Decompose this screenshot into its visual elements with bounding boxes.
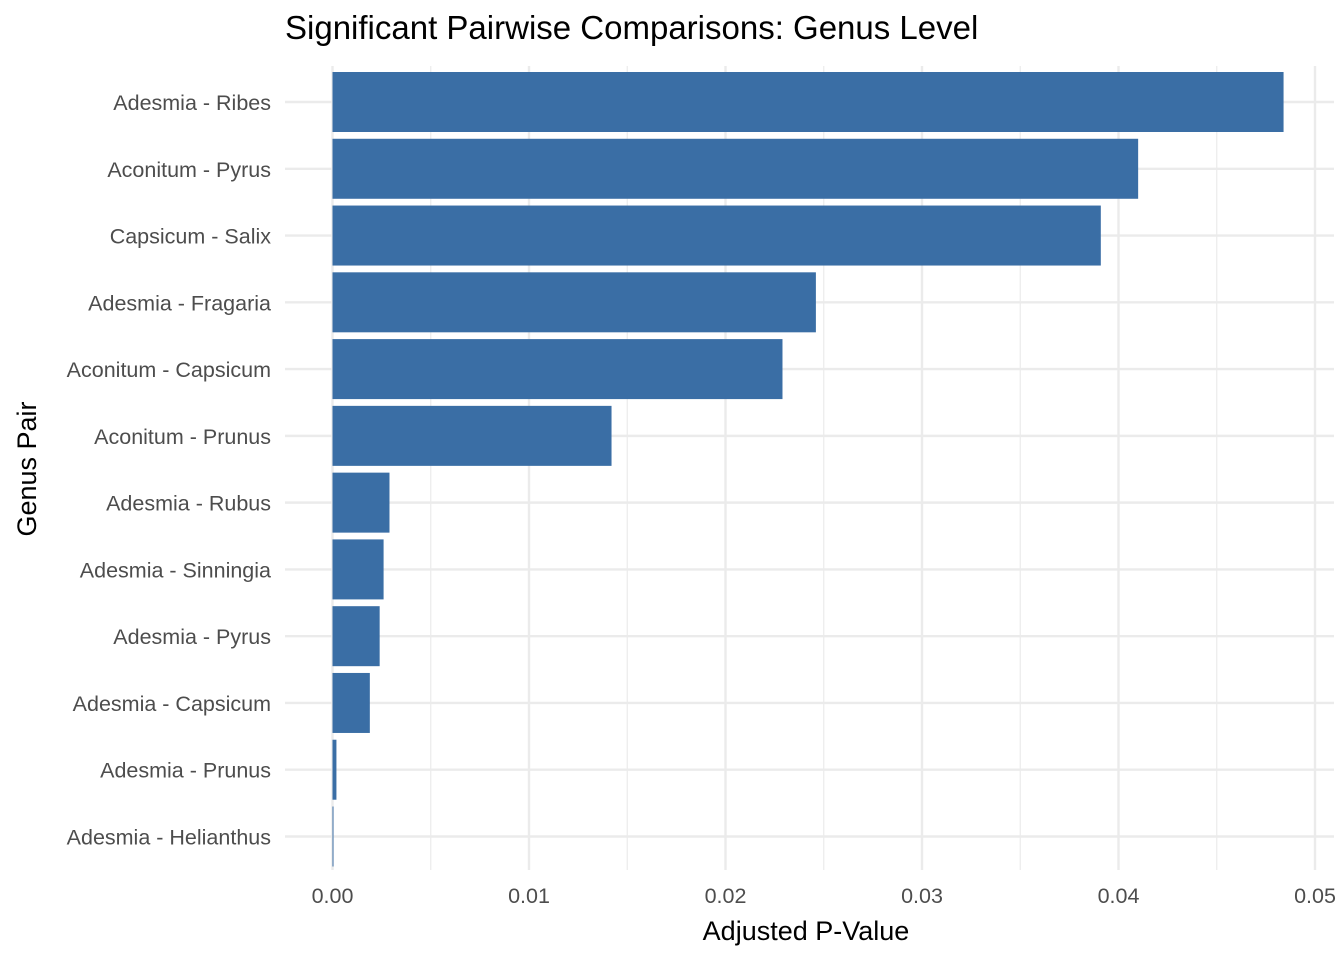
x-tick-label: 0.01: [508, 884, 550, 908]
y-tick-label: Aconitum - Pyrus: [107, 158, 271, 182]
chart-title: Significant Pairwise Comparisons: Genus …: [285, 9, 978, 46]
bar: [332, 539, 384, 600]
bar: [332, 806, 334, 867]
x-tick-labels: 0.00 0.01 0.02 0.03 0.04 0.05: [312, 884, 1336, 908]
bar: [332, 272, 816, 333]
y-tick-label: Aconitum - Capsicum: [67, 358, 271, 382]
y-tick-labels: Adesmia - Ribes Aconitum - Pyrus Capsicum …: [67, 91, 272, 850]
bar: [332, 472, 390, 533]
bar: [332, 739, 337, 800]
y-tick-label: Aconitum - Prunus: [94, 425, 271, 449]
bar: [332, 138, 1139, 199]
bar: [332, 339, 783, 400]
y-tick-label: Adesmia - Fragaria: [88, 291, 271, 315]
y-tick-label: Capsicum - Salix: [110, 225, 272, 249]
y-tick-label: Adesmia - Pyrus: [113, 625, 271, 649]
y-tick-label: Adesmia - Capsicum: [73, 692, 271, 716]
bar: [332, 72, 1284, 132]
x-tick-label: 0.04: [1098, 884, 1140, 908]
x-tick-label: 0.00: [312, 884, 354, 908]
y-axis-title: Genus Pair: [12, 401, 42, 536]
bar: [332, 405, 612, 466]
bar: [332, 205, 1101, 266]
y-tick-label: Adesmia - Prunus: [100, 759, 271, 783]
x-tick-label: 0.05: [1294, 884, 1336, 908]
bar: [332, 606, 380, 667]
x-axis-title: Adjusted P-Value: [703, 916, 910, 946]
y-tick-label: Adesmia - Helianthus: [67, 826, 271, 850]
y-tick-label: Adesmia - Sinningia: [80, 558, 271, 582]
bar: [332, 672, 370, 733]
y-tick-label: Adesmia - Ribes: [113, 91, 271, 115]
bars: [332, 72, 1284, 867]
y-tick-label: Adesmia - Rubus: [106, 492, 271, 516]
x-tick-label: 0.03: [901, 884, 943, 908]
x-tick-label: 0.02: [705, 884, 747, 908]
